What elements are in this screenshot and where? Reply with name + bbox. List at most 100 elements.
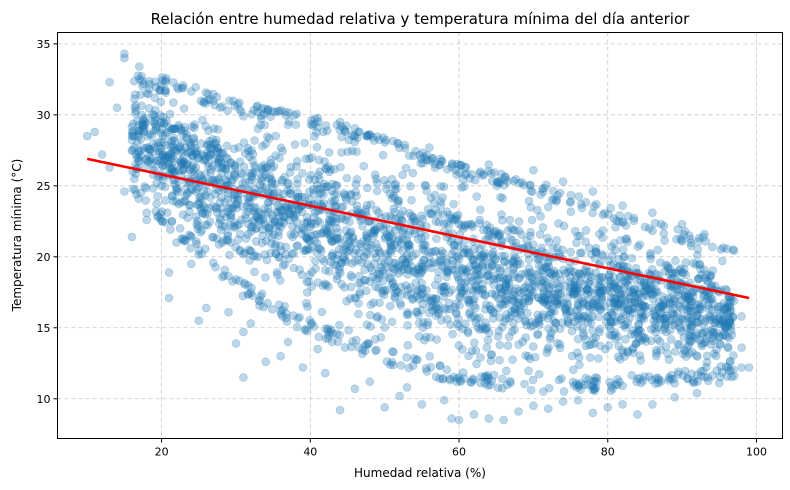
data-point: [607, 331, 617, 340]
data-point: [680, 288, 690, 298]
data-point: [405, 245, 415, 254]
data-point: [414, 318, 424, 328]
data-point: [337, 279, 347, 289]
data-point: [663, 263, 673, 273]
data-point: [155, 159, 165, 168]
data-point: [385, 225, 395, 234]
data-point: [387, 279, 397, 289]
data-point: [486, 304, 496, 314]
data-point: [480, 371, 490, 381]
data-point: [388, 360, 398, 370]
data-point: [346, 189, 356, 199]
data-point: [230, 218, 239, 227]
data-point: [469, 338, 479, 348]
data-point: [232, 221, 242, 230]
data-point: [707, 324, 717, 334]
data-point: [311, 256, 320, 266]
data-point: [186, 184, 196, 194]
data-point: [237, 169, 246, 178]
data-point: [227, 177, 236, 187]
data-point: [502, 295, 512, 305]
data-point: [499, 257, 509, 266]
data-point: [346, 342, 356, 352]
data-point: [576, 314, 586, 323]
data-point: [623, 262, 632, 272]
data-point: [240, 280, 250, 289]
data-point: [603, 276, 613, 285]
data-point: [290, 140, 300, 149]
data-point: [203, 89, 213, 99]
data-point: [675, 302, 685, 312]
data-point: [187, 151, 197, 160]
data-point: [654, 375, 664, 385]
data-point: [356, 278, 366, 288]
data-point: [471, 303, 480, 313]
data-point: [583, 278, 593, 288]
data-point: [473, 265, 482, 275]
data-point: [325, 223, 335, 233]
data-point: [679, 332, 689, 342]
data-point: [160, 131, 170, 140]
data-point: [398, 229, 408, 238]
data-point: [520, 379, 529, 389]
data-point: [422, 186, 431, 195]
data-point: [640, 222, 650, 232]
data-point: [189, 133, 199, 142]
data-point: [376, 332, 386, 342]
data-point: [609, 214, 619, 223]
data-point: [213, 143, 223, 153]
data-point: [418, 241, 427, 250]
data-point: [249, 207, 258, 216]
data-point: [387, 347, 397, 356]
data-point: [493, 231, 503, 240]
data-point: [670, 378, 679, 388]
data-point: [608, 284, 618, 293]
data-point: [530, 282, 540, 291]
data-point: [157, 217, 166, 226]
data-point: [295, 312, 304, 322]
data-point: [276, 241, 285, 251]
data-point: [454, 275, 464, 284]
data-point: [220, 221, 230, 231]
data-point: [544, 383, 554, 393]
data-point: [499, 317, 509, 327]
data-point: [640, 280, 650, 290]
data-point: [361, 207, 371, 217]
data-point: [158, 131, 168, 140]
data-point: [497, 287, 507, 297]
data-point: [408, 168, 418, 178]
data-point: [324, 267, 334, 276]
data-point: [179, 104, 189, 113]
data-point: [270, 218, 280, 227]
data-point: [251, 203, 260, 212]
data-point: [606, 293, 616, 302]
data-point: [403, 285, 413, 294]
data-point: [526, 227, 536, 237]
data-point: [715, 340, 725, 350]
data-point: [575, 277, 585, 287]
data-point: [657, 291, 667, 301]
data-point: [717, 316, 726, 326]
data-point: [488, 314, 498, 323]
data-point: [662, 327, 671, 337]
data-point: [196, 171, 206, 181]
data-point: [318, 254, 327, 264]
data-point: [368, 272, 377, 282]
chart-title: Relación entre humedad relativa y temper…: [151, 10, 690, 28]
data-point: [439, 292, 448, 302]
data-point: [474, 270, 484, 280]
x-tick-label: 100: [746, 446, 767, 459]
data-point: [683, 295, 692, 305]
data-point: [544, 324, 553, 333]
data-point: [444, 221, 454, 230]
data-point: [293, 192, 303, 202]
data-point: [712, 345, 721, 355]
data-point: [337, 238, 346, 248]
data-point: [573, 395, 583, 405]
data-point: [278, 212, 288, 221]
data-point: [246, 319, 256, 328]
data-point: [505, 234, 514, 243]
data-point: [422, 293, 432, 303]
data-point: [573, 334, 583, 344]
data-point: [419, 255, 429, 265]
